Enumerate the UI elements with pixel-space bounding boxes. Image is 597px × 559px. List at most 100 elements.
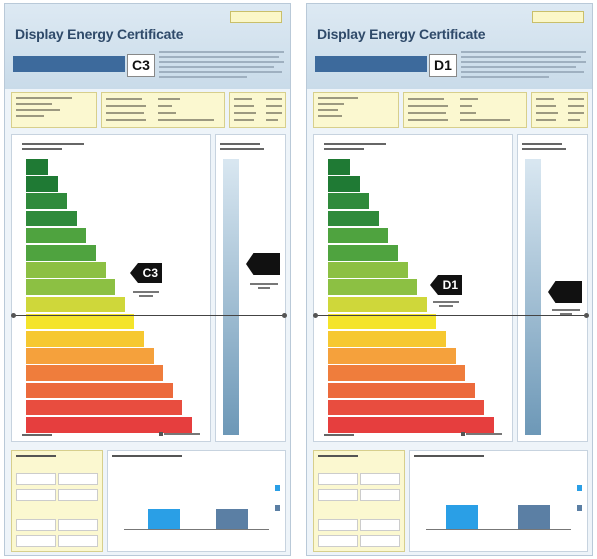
rating-band: [26, 365, 164, 382]
header-description: [159, 48, 284, 82]
rating-band: [26, 262, 106, 278]
history-axis: [426, 529, 571, 530]
annual-energy-title: [16, 455, 56, 457]
rating-band: [26, 348, 154, 364]
rating-band: [328, 193, 370, 210]
reference-marker-left: [11, 313, 16, 318]
history-bar-2: [518, 505, 550, 529]
scale-legend-note: [460, 431, 502, 436]
rating-band: [26, 382, 173, 399]
rating-band: [26, 227, 87, 244]
history-axis: [124, 529, 269, 530]
certificate-badge: [230, 11, 282, 23]
rating-band: [328, 210, 379, 227]
certificate-subtitle-bar: [315, 56, 427, 72]
rating-band: [328, 331, 446, 347]
annual-energy-use-box: [313, 450, 405, 552]
reference-marker-left: [313, 313, 318, 318]
scale-footer: [324, 434, 354, 436]
rating-band: [328, 296, 427, 313]
building-info: [313, 92, 588, 128]
energy-rating-scale: D1: [313, 134, 513, 442]
annual-energy-use-box: [11, 450, 103, 552]
rating-band: [328, 176, 360, 192]
certificate-right: Display Energy Certificate D1: [306, 3, 593, 556]
certificate-header: Display Energy Certificate C3: [5, 4, 290, 89]
operational-rating-caption: [426, 299, 466, 309]
previous-ratings-chart: [107, 450, 286, 552]
address-box: [313, 92, 399, 128]
rating-band: [26, 279, 116, 296]
co2-heading: [220, 141, 282, 150]
certificate-badge: [532, 11, 584, 23]
building-details-box: [403, 92, 527, 128]
history-bar-2: [216, 509, 248, 529]
scale-heading: [22, 141, 102, 150]
assessment-details-box: [531, 92, 588, 128]
previous-ratings-title: [112, 455, 182, 457]
rating-band: [328, 313, 437, 330]
rating-band: [328, 417, 494, 433]
history-bar-1: [148, 509, 180, 529]
history-legend-1: [577, 485, 582, 491]
certificate-header: Display Energy Certificate D1: [307, 4, 592, 89]
co2-emissions-panel: [517, 134, 588, 442]
rating-band: [26, 210, 77, 227]
rating-band: [26, 313, 135, 330]
co2-emissions-panel: [215, 134, 286, 442]
bottom-section: [11, 450, 286, 552]
scale-heading: [324, 141, 404, 150]
rating-band: [328, 279, 418, 296]
reference-marker-right: [282, 313, 287, 318]
operational-rating-arrow: D1: [430, 275, 462, 295]
previous-ratings-chart: [409, 450, 588, 552]
previous-ratings-title: [414, 455, 484, 457]
header-grade: C3: [127, 54, 155, 77]
typical-rating-line: [315, 315, 586, 316]
rating-band: [328, 348, 456, 364]
co2-scale-column: [525, 159, 541, 435]
certificate-title: Display Energy Certificate: [317, 26, 486, 42]
co2-caption: [246, 281, 282, 291]
scale-legend-note: [158, 431, 200, 436]
rating-band: [328, 159, 350, 175]
rating-band: [26, 159, 48, 175]
rating-band: [328, 382, 475, 399]
address-box: [11, 92, 97, 128]
header-description: [461, 48, 586, 82]
certificate-subtitle-bar: [13, 56, 125, 72]
rating-band: [26, 296, 125, 313]
building-details-box: [101, 92, 225, 128]
co2-heading: [522, 141, 584, 150]
co2-arrow: [548, 281, 582, 303]
rating-band: [26, 245, 96, 261]
reference-marker-right: [584, 313, 589, 318]
history-legend-1: [275, 485, 280, 491]
co2-arrow: [246, 253, 280, 275]
rating-band: [26, 399, 183, 416]
rating-band: [328, 365, 466, 382]
typical-rating-line: [13, 315, 284, 316]
co2-scale-column: [223, 159, 239, 435]
energy-rating-scale: C3: [11, 134, 211, 442]
scale-footer: [22, 434, 52, 436]
operational-rating-caption: [126, 289, 166, 299]
rating-band: [26, 176, 58, 192]
rating-band: [328, 227, 389, 244]
co2-caption: [548, 307, 584, 317]
history-legend-2: [577, 505, 582, 511]
rating-band: [26, 331, 144, 347]
annual-energy-title: [318, 455, 358, 457]
rating-band: [26, 417, 192, 433]
building-info: [11, 92, 286, 128]
history-bar-1: [446, 505, 478, 529]
operational-rating-arrow: C3: [130, 263, 162, 283]
rating-band: [328, 262, 408, 278]
header-grade: D1: [429, 54, 457, 77]
assessment-details-box: [229, 92, 286, 128]
bottom-section: [313, 450, 588, 552]
rating-band: [328, 399, 485, 416]
certificate-title: Display Energy Certificate: [15, 26, 184, 42]
history-legend-2: [275, 505, 280, 511]
rating-band: [328, 245, 398, 261]
